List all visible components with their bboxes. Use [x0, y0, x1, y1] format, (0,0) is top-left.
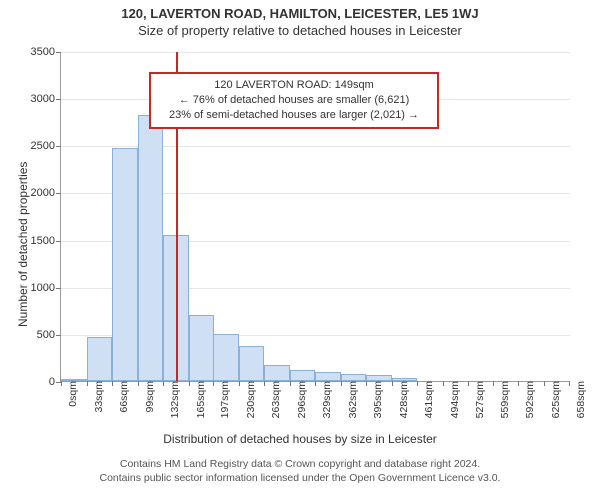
annotation-line: 120 LAVERTON ROAD: 149sqm: [159, 78, 429, 93]
x-tick-mark: [569, 381, 570, 386]
x-tick-mark: [468, 381, 469, 386]
x-tick-mark: [493, 381, 494, 386]
x-tick-mark: [544, 381, 545, 386]
histogram-bar: [112, 148, 138, 381]
y-tick-label: 500: [37, 329, 61, 341]
x-tick-label: 428sqm: [396, 381, 410, 418]
histogram-bar: [138, 115, 164, 381]
x-tick-label: 33sqm: [91, 381, 105, 413]
histogram-chart: 0 500 1000 1500 2000 2500 3000 3500 0sqm 33sqm 66s…: [0, 42, 600, 452]
y-tick-label: 3500: [31, 46, 61, 58]
x-tick-label: 592sqm: [522, 381, 536, 418]
footer-line-1: Contains HM Land Registry data © Crown c…: [0, 458, 600, 472]
x-tick-label: 99sqm: [142, 381, 156, 413]
histogram-bar: [213, 334, 239, 381]
x-tick-mark: [392, 381, 393, 386]
page-title-main: 120, LAVERTON ROAD, HAMILTON, LEICESTER,…: [0, 0, 600, 21]
x-tick-mark: [443, 381, 444, 386]
x-tick-mark: [366, 381, 367, 386]
y-tick-label: 2500: [31, 140, 61, 152]
x-tick-mark: [87, 381, 88, 386]
x-tick-label: 494sqm: [447, 381, 461, 418]
x-tick-label: 559sqm: [497, 381, 511, 418]
x-tick-mark: [213, 381, 214, 386]
y-tick-label: 2000: [31, 187, 61, 199]
x-tick-mark: [264, 381, 265, 386]
annotation-box: 120 LAVERTON ROAD: 149sqm← 76% of detach…: [149, 72, 439, 129]
histogram-bar: [290, 370, 316, 381]
histogram-bar: [264, 365, 290, 381]
x-tick-label: 132sqm: [167, 381, 181, 418]
x-tick-mark: [417, 381, 418, 386]
page-title-sub: Size of property relative to detached ho…: [0, 21, 600, 42]
x-tick-label: 395sqm: [370, 381, 384, 418]
x-tick-mark: [138, 381, 139, 386]
histogram-bar: [87, 337, 113, 381]
x-tick-label: 165sqm: [193, 381, 207, 418]
x-tick-mark: [341, 381, 342, 386]
y-tick-label: 1000: [31, 282, 61, 294]
x-tick-label: 230sqm: [243, 381, 257, 418]
annotation-line: 23% of semi-detached houses are larger (…: [159, 108, 429, 123]
annotation-line: ← 76% of detached houses are smaller (6,…: [159, 93, 429, 108]
x-tick-label: 197sqm: [217, 381, 231, 418]
x-tick-mark: [290, 381, 291, 386]
x-tick-label: 0sqm: [65, 381, 79, 407]
y-tick-label: 3000: [31, 93, 61, 105]
x-tick-mark: [189, 381, 190, 386]
x-tick-label: 461sqm: [421, 381, 435, 418]
x-tick-label: 66sqm: [116, 381, 130, 413]
histogram-bar: [239, 346, 265, 381]
x-tick-label: 362sqm: [345, 381, 359, 418]
footer-attribution: Contains HM Land Registry data © Crown c…: [0, 452, 600, 485]
x-axis-title: Distribution of detached houses by size …: [0, 432, 600, 446]
x-tick-mark: [315, 381, 316, 386]
x-tick-mark: [518, 381, 519, 386]
histogram-bar: [189, 315, 215, 381]
footer-line-2: Contains public sector information licen…: [0, 472, 600, 486]
x-tick-mark: [61, 381, 62, 386]
x-tick-label: 329sqm: [319, 381, 333, 418]
y-tick-label: 0: [49, 376, 61, 388]
histogram-bar: [341, 374, 367, 381]
x-tick-mark: [112, 381, 113, 386]
x-tick-mark: [163, 381, 164, 386]
x-tick-label: 625sqm: [548, 381, 562, 418]
x-tick-label: 527sqm: [472, 381, 486, 418]
x-tick-label: 263sqm: [268, 381, 282, 418]
y-tick-label: 1500: [31, 235, 61, 247]
x-tick-mark: [239, 381, 240, 386]
gridline-h: [61, 52, 570, 53]
histogram-bar: [315, 372, 341, 381]
x-tick-label: 658sqm: [573, 381, 587, 418]
x-tick-label: 296sqm: [294, 381, 308, 418]
plot-area: 05001000150020002500300035000sqm33sqm66s…: [60, 52, 570, 382]
y-axis-title: Number of detached properties: [16, 162, 30, 327]
